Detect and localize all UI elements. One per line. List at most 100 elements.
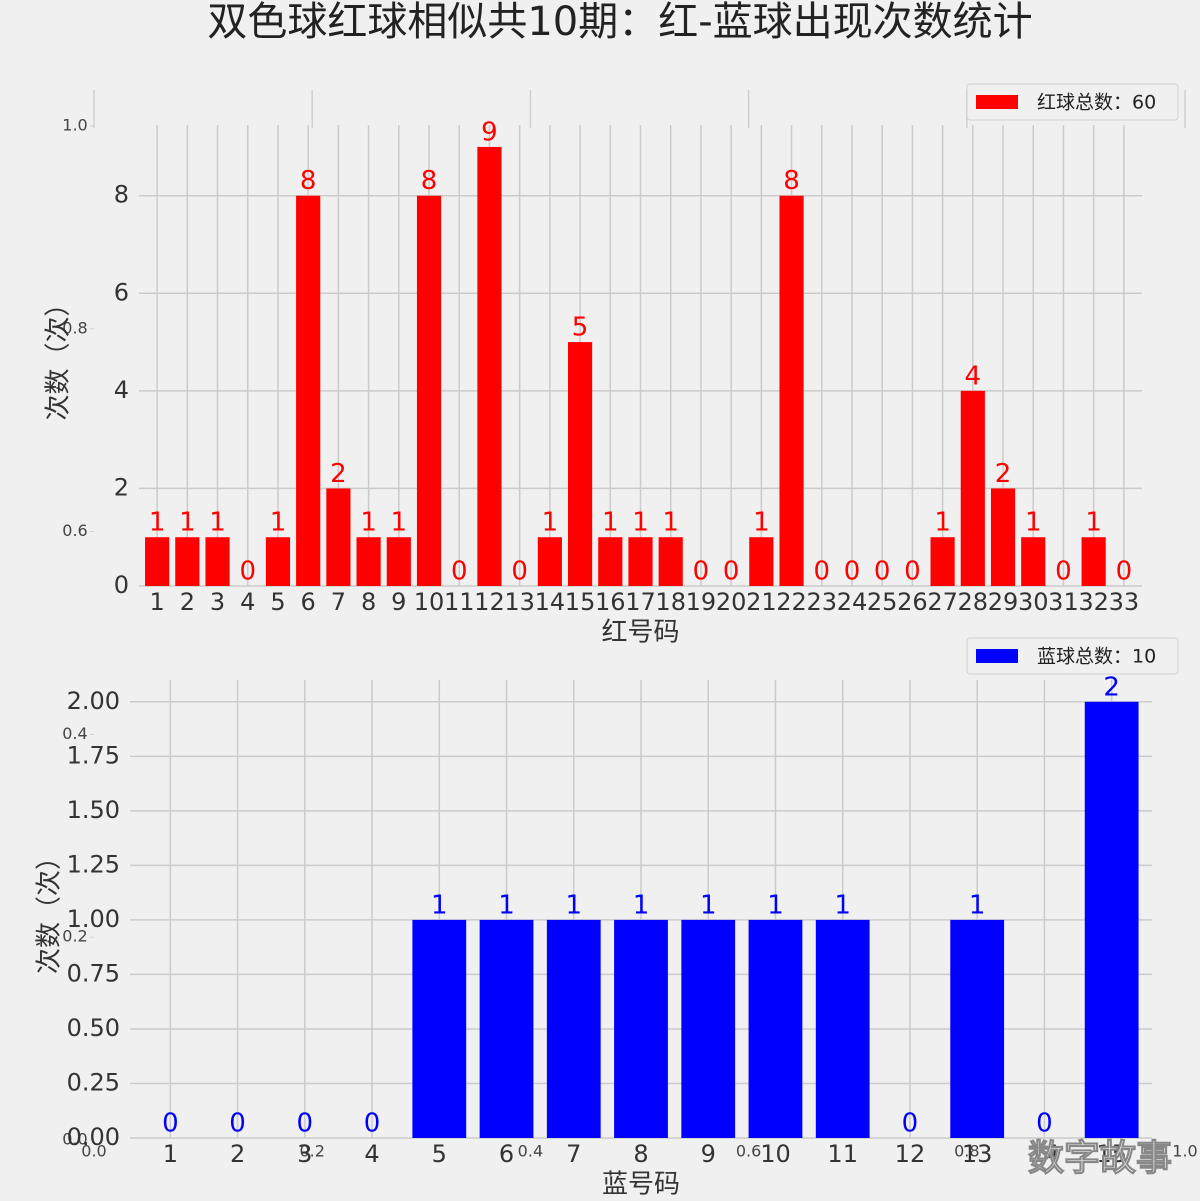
x-tick-label: 15 xyxy=(565,588,596,616)
value-label: 8 xyxy=(300,166,317,196)
x-tick-label: 14 xyxy=(1029,1140,1060,1168)
value-label: 1 xyxy=(1085,508,1102,538)
ghost-x-tick-label: 1.0 xyxy=(1172,1142,1197,1161)
value-label: 0 xyxy=(902,1109,919,1139)
bar xyxy=(479,919,534,1138)
value-label: 1 xyxy=(209,508,226,538)
value-label: 0 xyxy=(844,557,861,587)
y-tick-label: 2.00 xyxy=(67,687,120,715)
bar xyxy=(749,537,774,586)
bar xyxy=(412,919,467,1138)
value-label: 1 xyxy=(149,508,166,538)
ghost-x-tick-label: 0.2 xyxy=(299,1142,324,1161)
legend-box xyxy=(966,637,1179,675)
x-tick-label: 20 xyxy=(716,588,747,616)
legend-label: 蓝球总数：10 xyxy=(1037,646,1156,668)
value-label: 0 xyxy=(511,557,528,587)
x-tick-label: 4 xyxy=(240,588,255,616)
value-label: 8 xyxy=(783,166,800,196)
value-label: 1 xyxy=(498,890,515,920)
ghost-y-tick-label: 0.6 xyxy=(62,521,87,540)
value-label: 0 xyxy=(162,1109,179,1139)
value-label: 0 xyxy=(239,557,256,587)
x-tick-label: 5 xyxy=(432,1140,447,1168)
value-label: 0 xyxy=(297,1109,314,1139)
legend-swatch xyxy=(976,649,1018,663)
value-label: 0 xyxy=(693,557,710,587)
x-tick-label: 12 xyxy=(474,588,505,616)
value-label: 5 xyxy=(572,313,589,343)
bar xyxy=(567,342,593,586)
bar xyxy=(145,537,170,586)
bar xyxy=(598,537,623,586)
value-label: 2 xyxy=(330,459,347,489)
value-label: 1 xyxy=(633,890,650,920)
x-tick-label: 19 xyxy=(686,588,717,616)
x-tick-label: 32 xyxy=(1078,588,1109,616)
y-tick-label: 6 xyxy=(114,278,129,306)
value-label: 0 xyxy=(451,557,468,587)
x-tick-label: 6 xyxy=(301,588,316,616)
x-tick-label: 33 xyxy=(1109,588,1140,616)
value-label: 1 xyxy=(969,890,986,920)
bar xyxy=(748,919,803,1138)
bar xyxy=(990,488,1016,586)
value-label: 0 xyxy=(364,1109,381,1139)
bar xyxy=(205,537,230,586)
bar xyxy=(658,537,683,586)
x-tick-label: 4 xyxy=(364,1140,379,1168)
x-tick-label: 26 xyxy=(897,588,928,616)
bar xyxy=(416,195,442,586)
value-label: 1 xyxy=(662,508,679,538)
y-tick-label: 0.25 xyxy=(67,1068,120,1096)
x-tick-label: 17 xyxy=(625,588,656,616)
x-tick-label: 22 xyxy=(776,588,807,616)
value-label: 1 xyxy=(431,890,448,920)
x-tick-label: 21 xyxy=(746,588,777,616)
legend-box xyxy=(966,83,1179,121)
value-label: 1 xyxy=(753,508,770,538)
y-tick-label: 1.25 xyxy=(67,850,120,878)
bar xyxy=(386,537,411,586)
bar xyxy=(1084,701,1139,1138)
value-label: 1 xyxy=(270,508,287,538)
bar xyxy=(950,919,1005,1138)
legend-label: 红球总数：60 xyxy=(1037,92,1156,114)
value-label: 0 xyxy=(723,557,740,587)
watermark: 数字故事 xyxy=(1028,1138,1172,1179)
value-label: 1 xyxy=(360,508,377,538)
bar xyxy=(960,390,985,586)
x-tick-label: 7 xyxy=(566,1140,581,1168)
x-tick-label: 7 xyxy=(331,588,346,616)
ghost-x-tick-label: 0.8 xyxy=(954,1142,979,1161)
y-tick-label: 1.75 xyxy=(67,741,120,769)
x-tick-label: 25 xyxy=(867,588,898,616)
value-label: 0 xyxy=(1116,557,1133,587)
value-label: 0 xyxy=(1036,1109,1053,1139)
x-tick-label: 14 xyxy=(535,588,566,616)
bar xyxy=(681,919,736,1138)
value-label: 0 xyxy=(229,1109,246,1139)
ghost-x-tick-label: 0.4 xyxy=(518,1142,543,1161)
bar xyxy=(296,195,321,586)
y-tick-label: 1.00 xyxy=(67,905,120,933)
bar xyxy=(265,537,291,586)
ghost-x-tick-label: 0.6 xyxy=(736,1142,761,1161)
ghost-x-tick-label: 0.0 xyxy=(81,1142,106,1161)
x-tick-label: 10 xyxy=(760,1140,791,1168)
x-tick-label: 11 xyxy=(444,588,475,616)
y-axis-label: 次数（次） xyxy=(35,844,65,974)
x-tick-label: 11 xyxy=(827,1140,858,1168)
x-tick-label: 10 xyxy=(414,588,445,616)
value-label: 1 xyxy=(602,508,619,538)
value-label: 1 xyxy=(1025,508,1042,538)
bar xyxy=(779,195,804,586)
bar xyxy=(815,919,870,1138)
x-tick-label: 24 xyxy=(837,588,868,616)
x-tick-label: 23 xyxy=(806,588,837,616)
value-label: 9 xyxy=(481,117,498,147)
bar xyxy=(1081,537,1106,586)
x-tick-label: 16 xyxy=(595,588,626,616)
y-tick-label: 0 xyxy=(114,571,129,599)
